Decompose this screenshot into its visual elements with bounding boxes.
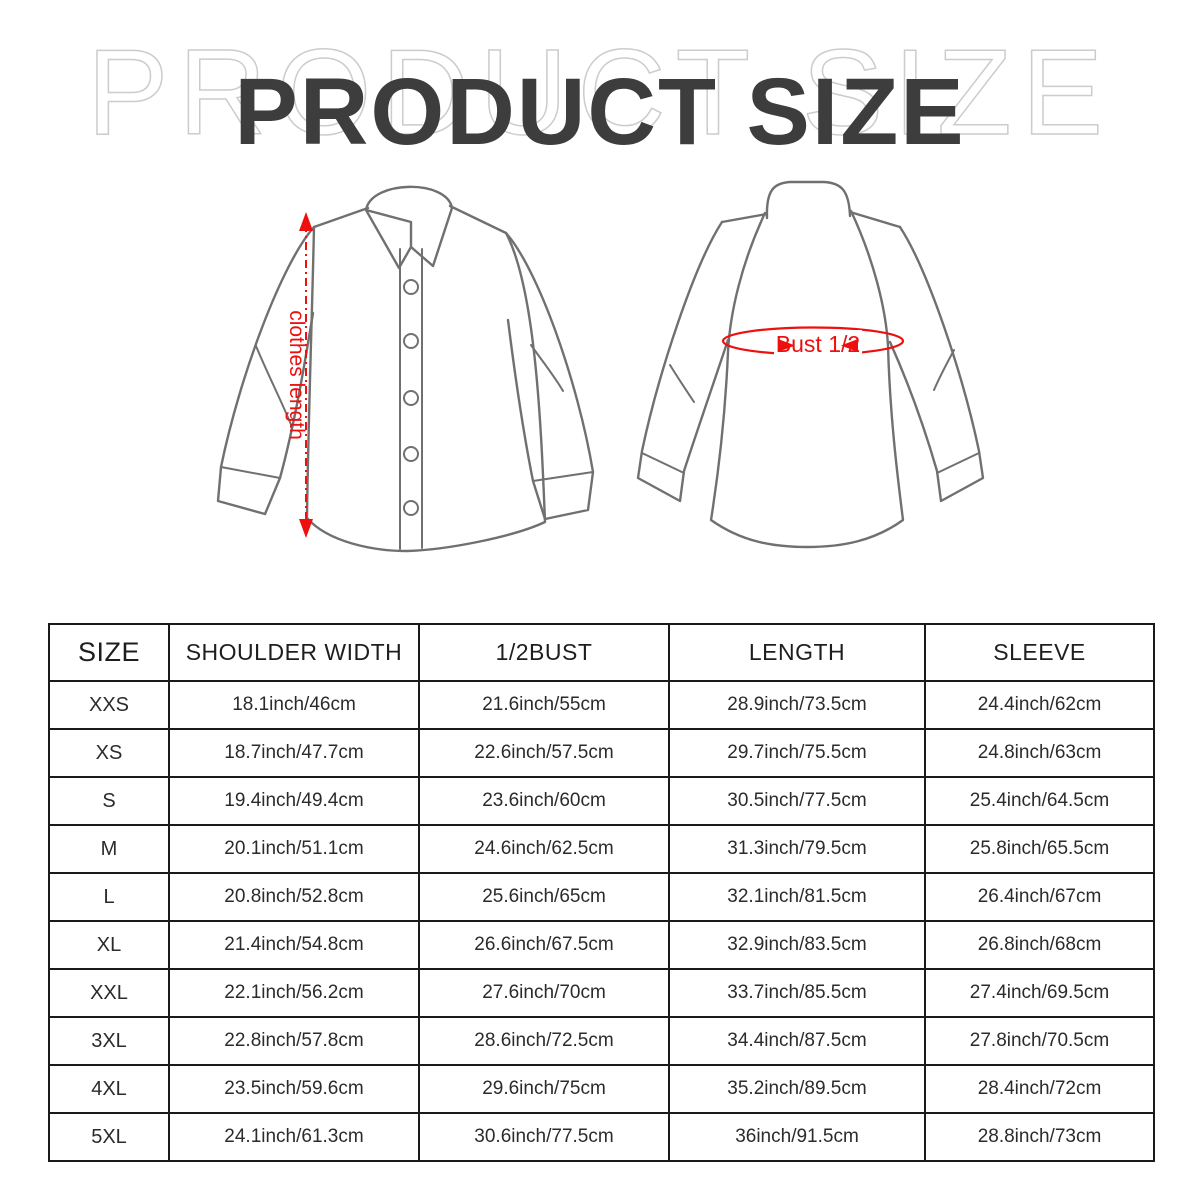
measurement-cell: 29.7inch/75.5cm (668, 728, 926, 778)
table-row: 3XL 22.8inch/57.8cm 28.6inch/72.5cm 34.4inc… (48, 1016, 1155, 1066)
measurement-cell: 24.4inch/62cm (924, 680, 1155, 730)
measurement-cell: 32.9inch/83.5cm (668, 920, 926, 970)
measurement-cell: 35.2inch/89.5cm (668, 1064, 926, 1114)
measurement-cell: 24.1inch/61.3cm (168, 1112, 420, 1162)
button-icon (403, 446, 419, 462)
measurement-cell: 29.6inch/75cm (418, 1064, 670, 1114)
measurement-cell: 28.9inch/73.5cm (668, 680, 926, 730)
size-table-body: XXS 18.1inch/46cm 21.6inch/55cm 28.9inch/73… (48, 680, 1155, 1162)
size-cell: 5XL (48, 1112, 170, 1162)
measurement-cell: 24.8inch/63cm (924, 728, 1155, 778)
clothes-length-arrow: clothes length (285, 212, 313, 538)
measurement-cell: 28.8inch/73cm (924, 1112, 1155, 1162)
size-cell: XS (48, 728, 170, 778)
table-row: S 19.4inch/49.4cm 23.6inch/60cm 30.5inch/77… (48, 776, 1155, 826)
back-shirt-outline (636, 180, 985, 549)
measurement-cell: 20.1inch/51.1cm (168, 824, 420, 874)
measurement-cell: 36inch/91.5cm (668, 1112, 926, 1162)
measurement-cell: 25.4inch/64.5cm (924, 776, 1155, 826)
measurement-cell: 20.8inch/52.8cm (168, 872, 420, 922)
size-cell: L (48, 872, 170, 922)
back-shirt-illustration: Bust 1/2 (636, 180, 985, 549)
measurement-cell: 34.4inch/87.5cm (668, 1016, 926, 1066)
table-row: M 20.1inch/51.1cm 24.6inch/62.5cm 31.3inch/… (48, 824, 1155, 874)
size-cell: XL (48, 920, 170, 970)
measurement-cell: 28.6inch/72.5cm (418, 1016, 670, 1066)
clothes-length-label: clothes length (285, 310, 308, 440)
measurement-cell: 31.3inch/79.5cm (668, 824, 926, 874)
measurement-cell: 26.4inch/67cm (924, 872, 1155, 922)
measurement-cell: 21.6inch/55cm (418, 680, 670, 730)
size-table: SIZE SHOULDER WIDTH 1/2BUST LENGTH SLEEVE XX… (48, 623, 1155, 1162)
front-shirt-illustration: clothes length (216, 185, 595, 553)
size-cell: XXS (48, 680, 170, 730)
size-table-wrap: SIZE SHOULDER WIDTH 1/2BUST LENGTH SLEEVE XX… (48, 623, 1155, 1162)
table-row: 4XL 23.5inch/59.6cm 29.6inch/75cm 35.2inch/… (48, 1064, 1155, 1114)
measurement-cell: 22.8inch/57.8cm (168, 1016, 420, 1066)
table-row: XXL 22.1inch/56.2cm 27.6inch/70cm 33.7inch/… (48, 968, 1155, 1018)
measurement-cell: 23.6inch/60cm (418, 776, 670, 826)
measurement-cell: 25.6inch/65cm (418, 872, 670, 922)
measurement-cell: 28.4inch/72cm (924, 1064, 1155, 1114)
bust-label: Bust 1/2 (776, 331, 860, 357)
page-title: PRODUCT SIZE (234, 59, 966, 165)
measurement-cell: 18.1inch/46cm (168, 680, 420, 730)
front-shirt-outline (216, 185, 595, 553)
button-icon (403, 279, 419, 295)
arrow-left-icon (841, 339, 858, 352)
column-header-size: SIZE (48, 623, 170, 682)
measurement-cell: 19.4inch/49.4cm (168, 776, 420, 826)
size-cell: S (48, 776, 170, 826)
measurement-cell: 27.6inch/70cm (418, 968, 670, 1018)
column-header-length: LENGTH (668, 623, 926, 682)
measurement-cell: 32.1inch/81.5cm (668, 872, 926, 922)
measurement-cell: 21.4inch/54.8cm (168, 920, 420, 970)
bust-ellipse: Bust 1/2 (721, 326, 905, 357)
measurement-cell: 33.7inch/85.5cm (668, 968, 926, 1018)
measurement-cell: 27.4inch/69.5cm (924, 968, 1155, 1018)
column-header-sleeve: SLEEVE (924, 623, 1155, 682)
measurement-cell: 18.7inch/47.7cm (168, 728, 420, 778)
size-cell: M (48, 824, 170, 874)
button-icon (403, 333, 419, 349)
measurement-cell: 22.6inch/57.5cm (418, 728, 670, 778)
table-row: XL 21.4inch/54.8cm 26.6inch/67.5cm 32.9inch… (48, 920, 1155, 970)
measurement-cell: 24.6inch/62.5cm (418, 824, 670, 874)
measurement-cell: 26.6inch/67.5cm (418, 920, 670, 970)
table-header-row: SIZE SHOULDER WIDTH 1/2BUST LENGTH SLEEVE (48, 623, 1155, 682)
measurement-cell: 25.8inch/65.5cm (924, 824, 1155, 874)
measurement-cell: 30.5inch/77.5cm (668, 776, 926, 826)
arrow-up-icon (299, 212, 313, 231)
column-header-shoulder-width: SHOULDER WIDTH (168, 623, 420, 682)
arrow-right-icon (778, 339, 795, 352)
column-header-1-2bust: 1/2BUST (418, 623, 670, 682)
table-row: L 20.8inch/52.8cm 25.6inch/65cm 32.1inch/81… (48, 872, 1155, 922)
button-icon (403, 390, 419, 406)
size-cell: 4XL (48, 1064, 170, 1114)
table-row: XXS 18.1inch/46cm 21.6inch/55cm 28.9inch/73… (48, 680, 1155, 730)
table-row: 5XL 24.1inch/61.3cm 30.6inch/77.5cm 36inch/… (48, 1112, 1155, 1162)
measurement-cell: 26.8inch/68cm (924, 920, 1155, 970)
measurement-cell: 30.6inch/77.5cm (418, 1112, 670, 1162)
size-cell: 3XL (48, 1016, 170, 1066)
measurement-cell: 22.1inch/56.2cm (168, 968, 420, 1018)
measurement-cell: 27.8inch/70.5cm (924, 1016, 1155, 1066)
watermark-title: PRODUCT SIZE (86, 24, 1114, 160)
measurement-cell: 23.5inch/59.6cm (168, 1064, 420, 1114)
arrow-down-icon (299, 519, 313, 538)
table-row: XS 18.7inch/47.7cm 22.6inch/57.5cm 29.7inch… (48, 728, 1155, 778)
size-cell: XXL (48, 968, 170, 1018)
button-icon (403, 500, 419, 516)
